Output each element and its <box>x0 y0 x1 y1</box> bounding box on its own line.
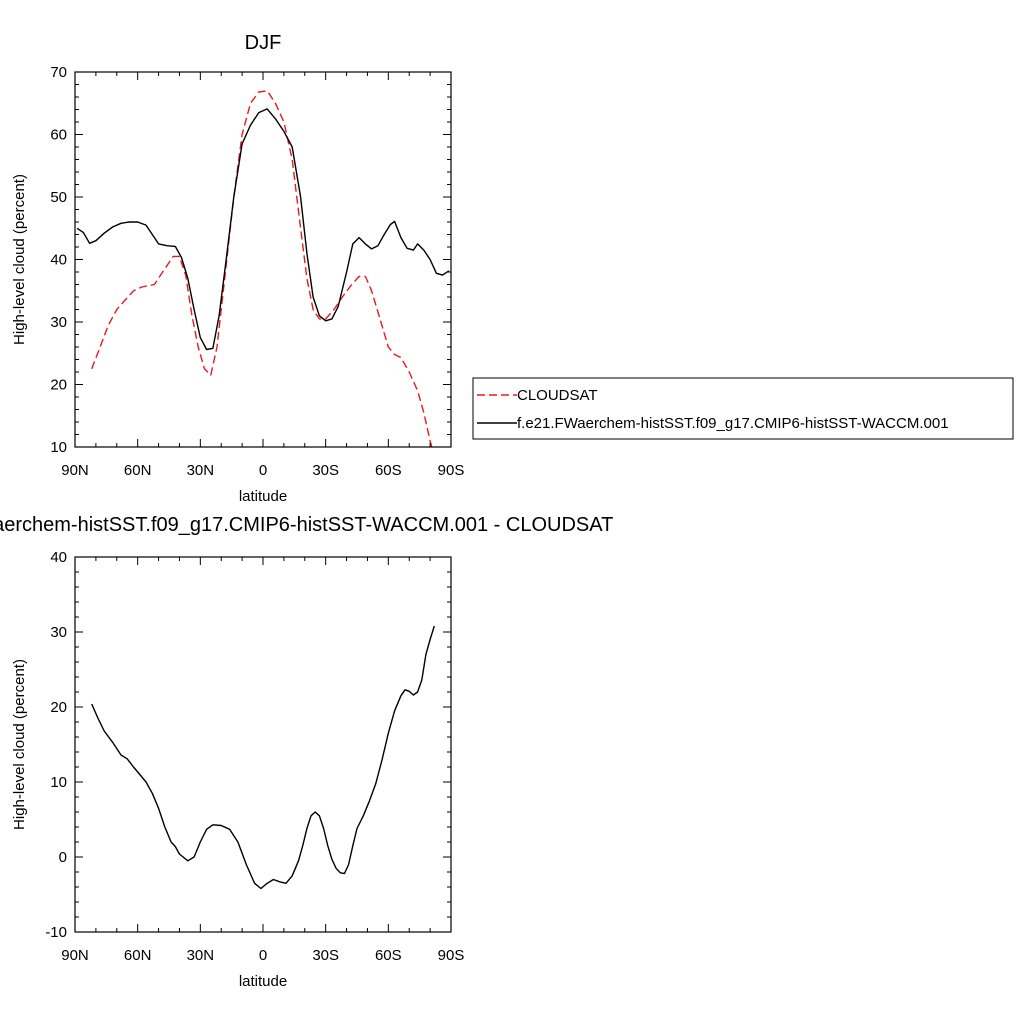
x-tick-label: 0 <box>259 462 267 479</box>
y-tick-label: 70 <box>50 64 67 81</box>
series-line-2 <box>76 108 450 351</box>
series-line-1 <box>91 625 435 890</box>
legend-box <box>472 377 1014 440</box>
y-tick-label: 0 <box>59 849 67 866</box>
x-tick-label: 90N <box>61 462 89 479</box>
x-tick-label: 30N <box>187 462 215 479</box>
x-tick-label: 0 <box>259 947 267 964</box>
plot-frame <box>74 71 452 448</box>
series-line-1 <box>91 90 433 447</box>
y-axis-label: High-level cloud (percent) <box>11 659 28 830</box>
y-tick-label: 30 <box>50 624 67 641</box>
x-tick-label: 60N <box>124 462 152 479</box>
x-tick-label: 90S <box>438 462 465 479</box>
chart-1: DJF 90N 60N 30N 0 30S 60S 90S 10 20 30 40 50 60 70 lati… <box>11 32 1014 505</box>
legend-entry: f.e21.FWaerchem-histSST.f09_g17.CMIP6-hi… <box>517 415 949 432</box>
x-tick-label: 60S <box>375 947 402 964</box>
x-tick-label: 90N <box>61 947 89 964</box>
x-tick-label: 60N <box>124 947 152 964</box>
x-tick-label: 30S <box>312 462 339 479</box>
y-tick-label: 20 <box>50 699 67 716</box>
x-tick-label: 90S <box>438 947 465 964</box>
y-tick-label: 60 <box>50 127 67 144</box>
y-tick-label: 30 <box>50 314 67 331</box>
x-axis-label: latitude <box>239 973 287 990</box>
y-axis-label: High-level cloud (percent) <box>11 174 28 345</box>
y-tick-label: 50 <box>50 189 67 206</box>
y-tick-label: 40 <box>50 252 67 269</box>
y-tick-label: 10 <box>50 439 67 456</box>
plot-frame <box>74 556 452 933</box>
x-tick-label: 60S <box>375 462 402 479</box>
x-tick-label: 30N <box>187 947 215 964</box>
chart-2: f.e21.FWaerchem-histSST.f09_g17.CMIP6-hi… <box>0 514 613 990</box>
chart-title: DJF <box>245 32 282 54</box>
legend-entry: CLOUDSAT <box>517 387 598 404</box>
legend: CLOUDSAT f.e21.FWaerchem-histSST.f09_g17.… <box>472 377 1014 440</box>
chart-title: f.e21.FWaerchem-histSST.f09_g17.CMIP6-hi… <box>0 514 613 536</box>
x-tick-label: 30S <box>312 947 339 964</box>
x-axis-label: latitude <box>239 488 287 505</box>
y-tick-label: 10 <box>50 774 67 791</box>
y-tick-label: 20 <box>50 377 67 394</box>
y-tick-label: 40 <box>50 549 67 566</box>
y-tick-label: -10 <box>45 924 67 941</box>
